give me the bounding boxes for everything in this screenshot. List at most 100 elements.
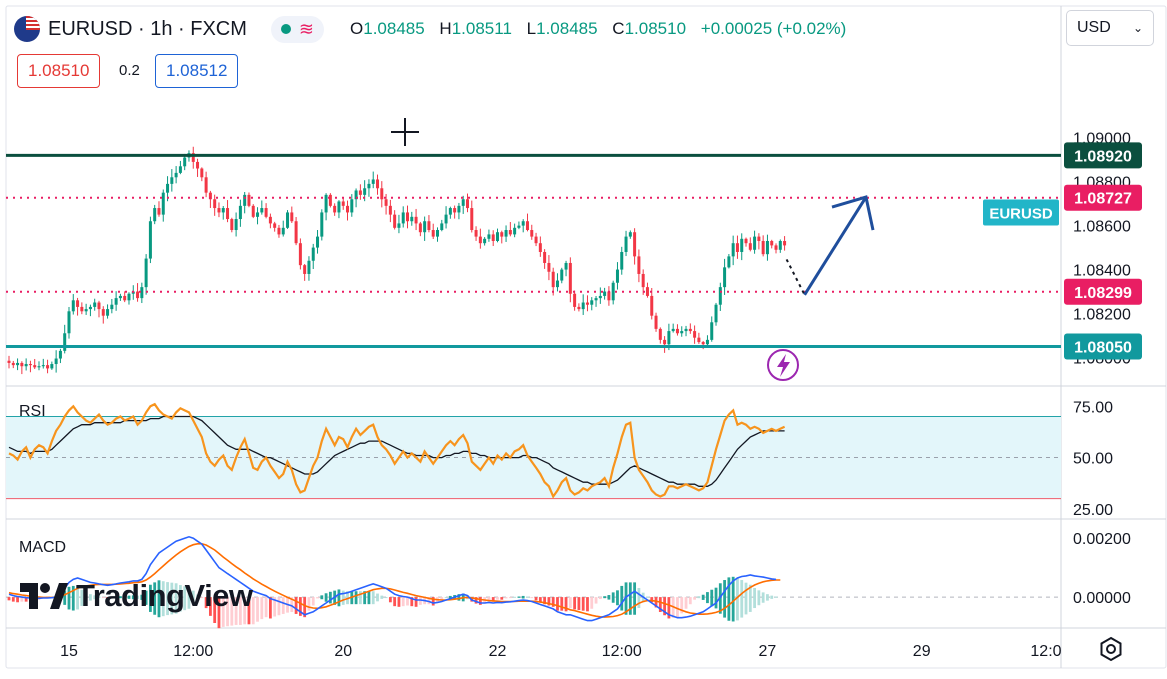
macd-histogram-bar xyxy=(324,593,328,602)
candle-body xyxy=(88,306,92,310)
macd-histogram-bar xyxy=(427,597,431,605)
candle-body xyxy=(654,315,658,329)
macd-histogram-bar xyxy=(393,597,397,607)
level-price-label: 1.08050 xyxy=(1074,339,1132,356)
candle-body xyxy=(436,230,439,237)
time-tick-label: 12:00 xyxy=(602,643,642,660)
macd-histogram-bar xyxy=(766,594,769,601)
ohlc-l-label: L xyxy=(526,19,537,38)
currency-select[interactable]: USD ⌄ xyxy=(1066,10,1154,46)
macd-histogram-bar xyxy=(663,597,667,616)
ohlc-c-label: C xyxy=(612,19,625,38)
candle-body xyxy=(650,295,654,316)
candle-body xyxy=(123,295,127,301)
rsi-tick-label: 50.00 xyxy=(1073,451,1113,468)
candle-body xyxy=(770,241,774,246)
sell-price-button[interactable]: 1.08510 xyxy=(17,54,101,88)
macd-histogram-bar xyxy=(114,596,118,598)
candle-body xyxy=(324,194,328,213)
candle-body xyxy=(401,212,405,224)
macd-histogram-bar xyxy=(770,595,774,599)
brand-wordmark: TradingView xyxy=(76,578,253,613)
candle-body xyxy=(500,232,504,237)
macd-histogram-bar xyxy=(440,597,444,601)
macd-histogram-bar xyxy=(101,597,105,599)
candle-body xyxy=(354,190,358,200)
symbol-header[interactable]: EURUSD · 1h · FXCM ≋ O1.08485 H1.08511 L… xyxy=(14,14,856,44)
macd-histogram-bar xyxy=(731,576,735,622)
macd-histogram-bar xyxy=(307,597,311,611)
macd-histogram-bar xyxy=(16,597,19,603)
candle-body xyxy=(757,236,761,241)
symbol-title[interactable]: EURUSD · 1h · FXCM xyxy=(48,17,247,40)
candle-body xyxy=(555,280,559,288)
macd-histogram-bar xyxy=(140,594,144,600)
candle-body xyxy=(110,304,114,310)
candle-body xyxy=(410,216,414,222)
rsi-pane: RSI xyxy=(6,402,1061,500)
market-status-badge[interactable]: ≋ xyxy=(270,15,324,43)
candle-body xyxy=(46,365,50,369)
candle-body xyxy=(534,236,538,244)
ohlc-change: +0.00025 (+0.02%) xyxy=(700,19,847,38)
projection-arrow-head xyxy=(831,195,875,231)
candle-body xyxy=(560,269,564,281)
candle-body xyxy=(508,230,512,235)
macd-histogram-bar xyxy=(371,591,375,605)
candle-body xyxy=(671,328,675,332)
candle-body xyxy=(774,245,778,250)
macd-histogram-bar xyxy=(106,597,109,600)
macd-histogram-bar xyxy=(530,597,534,599)
candle-body xyxy=(423,221,427,233)
candle-body xyxy=(226,208,230,220)
candle-body xyxy=(256,212,260,217)
candle-body xyxy=(178,166,182,173)
macd-histogram-bar xyxy=(658,597,662,612)
macd-histogram-bar xyxy=(547,597,551,606)
macd-histogram-bar xyxy=(538,597,542,603)
candle-body xyxy=(376,179,380,189)
projection-arrow-line[interactable] xyxy=(803,196,868,296)
candle-body xyxy=(320,212,324,237)
macd-histogram-bar xyxy=(526,596,529,598)
candle-body xyxy=(384,199,388,206)
candle-body xyxy=(427,221,431,231)
macd-histogram-bar xyxy=(123,595,127,599)
macd-histogram-bar xyxy=(200,597,204,599)
macd-histogram-bar xyxy=(260,597,264,620)
candle-body xyxy=(448,208,452,215)
axes: 1.090001.088001.086001.084001.082001.080… xyxy=(60,131,1142,660)
macd-histogram-bar xyxy=(616,590,619,606)
macd-histogram-bar xyxy=(684,597,688,609)
level-price-label-bg xyxy=(1064,278,1142,305)
candle-body xyxy=(697,337,701,343)
candle-body xyxy=(406,212,410,222)
tradingview-logo[interactable]: TradingView xyxy=(20,578,253,614)
candle-body xyxy=(744,238,748,244)
candle-body xyxy=(735,243,739,252)
macd-histogram-bar xyxy=(298,597,302,616)
macd-histogram-bar xyxy=(264,597,268,618)
candle-body xyxy=(350,199,354,213)
macd-histogram-bar xyxy=(290,597,294,612)
macd-histogram-bar xyxy=(624,582,628,615)
candle-body xyxy=(93,302,97,307)
candle-body xyxy=(525,221,529,231)
candle-body xyxy=(221,208,225,213)
candle-body xyxy=(491,234,495,241)
buy-price-button[interactable]: 1.08512 xyxy=(155,54,239,88)
candle-body xyxy=(590,300,594,305)
settings-gear-icon[interactable] xyxy=(1098,636,1124,662)
macd-histogram-bar xyxy=(268,597,272,619)
candle-body xyxy=(731,243,735,257)
pane-frame xyxy=(5,5,1167,669)
macd-histogram-bar xyxy=(701,594,705,600)
candle-body xyxy=(765,241,769,255)
candle-body xyxy=(444,214,448,224)
candle-body xyxy=(513,227,517,235)
macd-pane: MACD xyxy=(6,535,1061,629)
macd-histogram-bar xyxy=(410,597,414,607)
price-pane: EURUSD xyxy=(6,118,1061,381)
